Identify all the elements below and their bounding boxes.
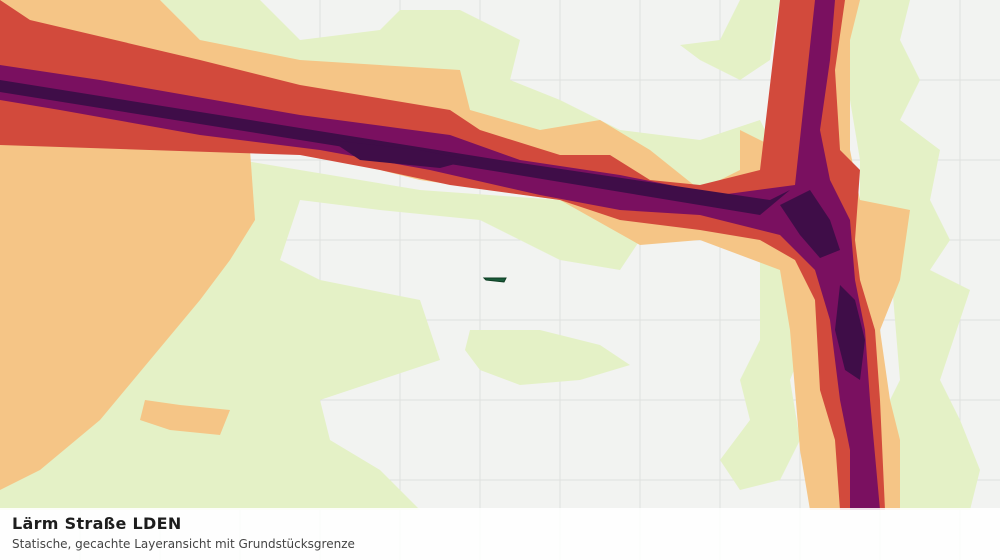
caption-subtitle: Statische, gecachte Layeransicht mit Gru… [12,537,355,551]
noise-zone-max [0,80,865,380]
caption-panel: Lärm Straße LDEN Statische, gecachte Lay… [0,508,1000,560]
noise-zone-very-high [0,0,880,510]
caption-title: Lärm Straße LDEN [12,514,182,533]
parcel-boundary [482,277,507,283]
